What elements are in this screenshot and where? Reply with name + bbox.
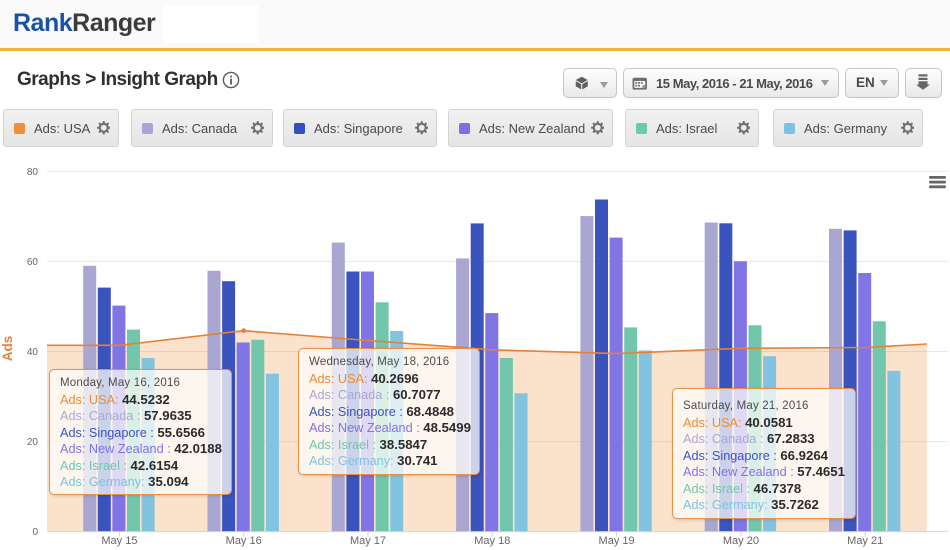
svg-text:80: 80 xyxy=(27,167,39,178)
svg-text:60: 60 xyxy=(27,257,39,268)
svg-text:May 18: May 18 xyxy=(474,535,510,547)
svg-text:May 17: May 17 xyxy=(350,535,386,547)
svg-text:May 16: May 16 xyxy=(226,535,262,547)
svg-text:20: 20 xyxy=(27,437,39,448)
svg-text:0: 0 xyxy=(32,527,38,538)
svg-text:40: 40 xyxy=(27,347,39,358)
svg-text:May 20: May 20 xyxy=(723,535,759,547)
svg-text:May 19: May 19 xyxy=(599,535,635,547)
svg-text:Ads: Ads xyxy=(0,336,15,362)
svg-text:May 15: May 15 xyxy=(101,535,137,547)
svg-text:May 21: May 21 xyxy=(847,535,883,547)
